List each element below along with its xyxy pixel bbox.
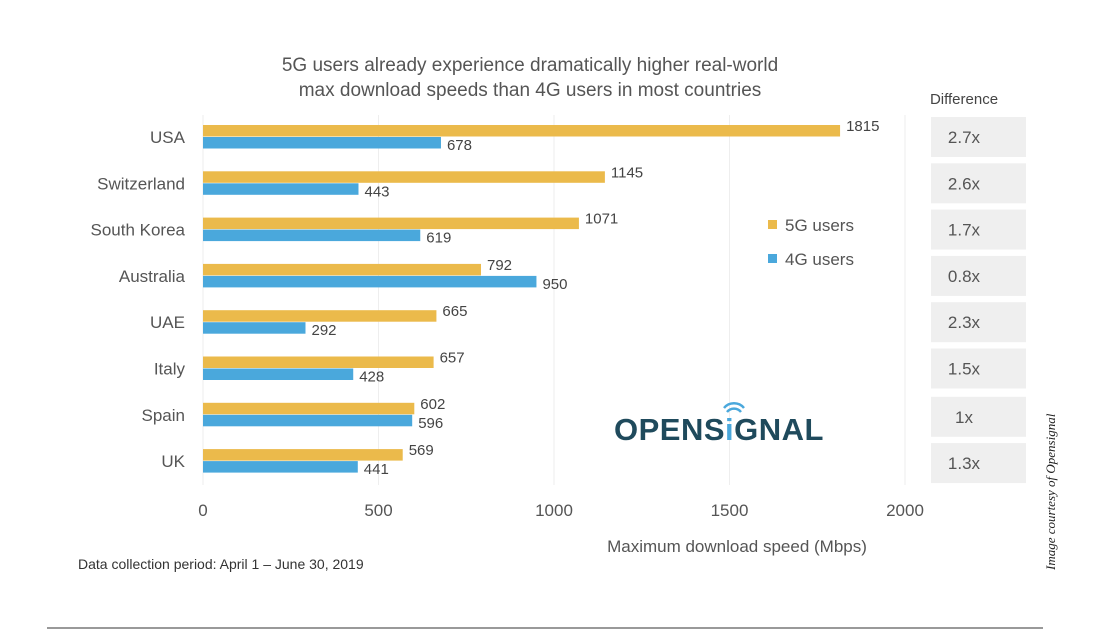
x-tick-label: 500 xyxy=(364,501,392,520)
data-label: 441 xyxy=(364,461,389,478)
difference-box xyxy=(931,443,1026,484)
difference-box xyxy=(931,209,1026,250)
data-label: 1071 xyxy=(585,211,618,228)
data-label: 619 xyxy=(426,230,451,247)
category-label: Australia xyxy=(119,267,186,286)
chart-title-line-1: 5G users already experience dramatically… xyxy=(282,55,778,76)
legend-label-5g: 5G users xyxy=(785,216,854,235)
category-label: South Korea xyxy=(90,221,185,240)
difference-box xyxy=(931,302,1026,343)
x-tick-label: 2000 xyxy=(886,501,924,520)
bar-5g xyxy=(203,263,481,276)
difference-value: 2.6x xyxy=(948,174,981,193)
difference-box xyxy=(931,255,1026,296)
bar-5g xyxy=(203,171,605,183)
bar-5g xyxy=(203,402,415,415)
data-label: 569 xyxy=(409,442,434,459)
bar-4g xyxy=(203,229,421,242)
bar-4g xyxy=(203,414,413,427)
data-label: 443 xyxy=(364,183,389,200)
category-label: Italy xyxy=(154,360,186,379)
signal-icon xyxy=(723,402,745,413)
legend-swatch-5g xyxy=(768,220,777,229)
bar-4g xyxy=(203,183,359,195)
legend-label-4g: 4G users xyxy=(785,250,854,269)
difference-box xyxy=(931,163,1026,204)
bar-4g xyxy=(203,461,358,473)
bar-5g xyxy=(203,217,579,230)
bar-4g xyxy=(203,368,354,380)
category-label: USA xyxy=(150,128,186,147)
difference-value: 1x xyxy=(955,408,973,427)
bar-5g xyxy=(203,356,434,368)
data-label: 602 xyxy=(420,396,445,413)
difference-box xyxy=(931,396,1026,437)
x-axis-label: Maximum download speed (Mbps) xyxy=(607,537,867,556)
logo-text: OPENSiGNAL xyxy=(614,412,824,447)
data-label: 792 xyxy=(487,257,512,274)
difference-value: 0.8x xyxy=(948,267,981,286)
legend-swatch-4g xyxy=(768,254,777,263)
chart-title-line-2: max download speeds than 4G users in mos… xyxy=(299,80,762,101)
category-label: Spain xyxy=(142,406,185,425)
data-label: 678 xyxy=(447,137,472,154)
x-tick-label: 0 xyxy=(198,501,207,520)
difference-value: 1.7x xyxy=(948,221,981,240)
data-label: 292 xyxy=(311,322,336,339)
data-label: 1145 xyxy=(611,164,643,181)
opensignal-logo: OPENSiGNAL xyxy=(614,402,824,447)
difference-value: 1.3x xyxy=(948,454,981,473)
data-label: 428 xyxy=(359,369,384,386)
bar-4g xyxy=(203,137,441,149)
footnote: Data collection period: April 1 – June 3… xyxy=(78,556,364,572)
data-label: 950 xyxy=(542,276,567,293)
bar-5g xyxy=(203,310,437,322)
difference-value: 2.3x xyxy=(948,313,981,332)
difference-box xyxy=(931,117,1026,157)
difference-header: Difference xyxy=(930,91,998,108)
data-label: 1815 xyxy=(846,118,879,135)
difference-value: 1.5x xyxy=(948,360,981,379)
bar-4g xyxy=(203,275,537,288)
image-credit: Image courtesy of Opensignal xyxy=(1043,413,1058,571)
bar-5g xyxy=(203,125,841,137)
category-label: UAE xyxy=(150,313,185,332)
x-tick-label: 1000 xyxy=(535,501,573,520)
difference-value: 2.7x xyxy=(948,128,981,147)
data-label: 665 xyxy=(442,303,467,320)
x-tick-label: 1500 xyxy=(711,501,749,520)
category-label: Switzerland xyxy=(97,174,185,193)
data-label: 657 xyxy=(440,350,465,367)
difference-box xyxy=(931,348,1026,389)
data-label: 596 xyxy=(418,415,443,432)
legend: 5G users 4G users xyxy=(768,216,854,269)
bar-5g xyxy=(203,449,403,461)
bar-4g xyxy=(203,322,306,334)
category-label: UK xyxy=(161,452,185,471)
